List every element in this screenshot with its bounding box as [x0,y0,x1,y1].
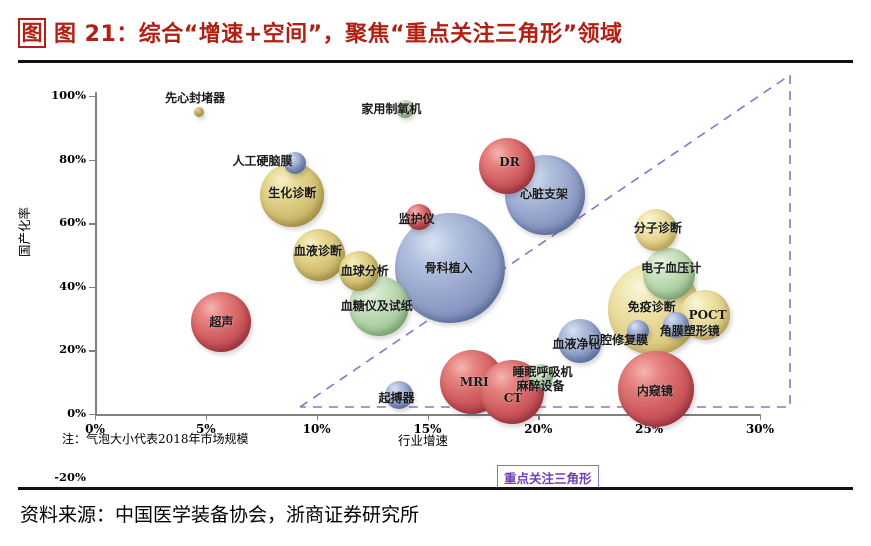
x-tick-mark [205,414,208,420]
bubble-血液净化[interactable] [558,318,603,363]
bubble-血球分析[interactable] [338,250,379,291]
bubble-电子血压计[interactable] [643,248,696,301]
bubble-label-免疫诊断: 免疫诊断 [627,300,676,315]
y-tick-mark [89,223,95,225]
bubble-POCT[interactable] [679,290,730,341]
x-axis-title: 行业增速 [398,433,449,448]
bubble-label-POCT: POCT [688,308,727,323]
bubble-睡眠呼吸机[interactable] [528,363,553,388]
bubble-分子诊断[interactable] [634,208,677,251]
y-axis-title: 国产化率 [17,206,32,257]
x-tick-label: 30% [745,422,775,436]
x-tick-mark [427,414,429,420]
y-tick-label: 40% [59,278,86,293]
bubble-label-DR: DR [499,154,520,169]
y-tick-label: 80% [59,151,86,166]
bubble-plot-area: 骨科植入免疫诊断 心脏支架内窥镜 生化诊断 MRI CT 血糖仪及试纸超声 DR 血液诊断电子… [95,91,760,427]
x-tick-label: 5% [195,422,216,436]
bubble-DR[interactable] [479,137,536,194]
y-axis-line [95,92,97,415]
y-tick-mark [89,96,95,98]
figure-header: 图 图 21：综合“增速+空间”，聚焦“重点关注三角形”领域 [0,8,871,63]
x-tick-mark [95,414,97,420]
bubble-label-麻醉设备: 麻醉设备 [516,378,565,393]
y-tick-label: 60% [59,215,86,230]
bubble-label-心脏支架: 心脏支架 [519,186,568,201]
bubble-label-睡眠呼吸机: 睡眠呼吸机 [512,364,573,379]
bubble-超声[interactable] [191,291,252,352]
bubble-人工硬脑膜[interactable] [283,151,306,174]
bubble-label-人工硬脑膜: 人工硬脑膜 [232,153,293,168]
bubble-label-分子诊断: 分子诊断 [633,220,682,235]
x-tick-label: 15% [413,422,442,436]
footer-divider [18,487,853,490]
page-title: 图 21：综合“增速+空间”，聚焦“重点关注三角形”领域 [54,22,623,47]
bubble-label-骨科植入: 骨科植入 [424,260,473,275]
bubble-label-血球分析: 血球分析 [340,263,389,278]
bubble-label-MRI: MRI [459,375,489,390]
bubble-骨科植入[interactable] [394,212,505,323]
bubble-label-起搏器: 起搏器 [378,390,415,405]
bubble-label-血糖仪及试纸: 血糖仪及试纸 [340,298,413,313]
bubble-label-内窥镜: 内窥镜 [636,383,673,398]
bubble-label-监护仪: 监护仪 [398,211,435,226]
bubble-先心封堵器[interactable] [194,106,205,117]
bubble-label-CT: CT [503,390,523,405]
figure-badge-icon: 图 [18,18,46,48]
x-tick-label: 10% [302,422,331,436]
bubble-label-先心封堵器: 先心封堵器 [165,90,226,105]
bubble-label-生化诊断: 生化诊断 [268,185,317,200]
chart-note: 注：气泡大小代表2018年市场规模 [62,432,249,446]
x-tick-label: 20% [524,422,553,436]
bubble-chart: -20% 0% 20% 40% 60% 80% 100% 0% 5% 10% 15% 20% 25% 3… [0,62,871,490]
bubble-label-电子血压计: 电子血压计 [641,261,702,276]
y-tick-label: 100% [51,88,86,102]
bubble-内窥镜[interactable] [617,350,694,427]
bubble-家用制氧机[interactable] [396,99,415,118]
bubble-起搏器[interactable] [384,380,413,409]
source-line: 资料来源：中国医学装备协会，浙商证券研究所 [20,504,420,526]
header-divider [18,60,853,63]
y-tick-mark [89,286,95,289]
y-tick-label: -20% [54,469,86,484]
bubble-监护仪[interactable] [405,203,432,230]
bubble-label-口腔修复膜: 口腔修复膜 [588,333,649,348]
x-tick-mark [760,414,762,420]
x-tick-mark [316,414,319,420]
y-tick-mark [89,159,95,161]
bubble-label-家用制氧机: 家用制氧机 [361,101,422,116]
x-tick-mark [538,414,540,420]
x-tick-label: 0% [85,422,105,436]
bubble-label-超声: 超声 [209,314,234,329]
y-tick-label: 20% [59,342,86,357]
bubble-血液诊断[interactable] [292,229,345,281]
bubble-口腔修复膜[interactable] [627,320,650,343]
bubble-label-血液诊断: 血液诊断 [293,244,342,258]
bubble-角膜塑形镜[interactable] [662,311,689,338]
y-tick-label: 0% [67,406,86,420]
bubble-label-角膜塑形镜: 角膜塑形镜 [659,323,720,338]
y-tick-mark [89,350,95,352]
y-tick-mark [89,414,95,416]
bubble-label-血液净化: 血液净化 [552,336,601,351]
